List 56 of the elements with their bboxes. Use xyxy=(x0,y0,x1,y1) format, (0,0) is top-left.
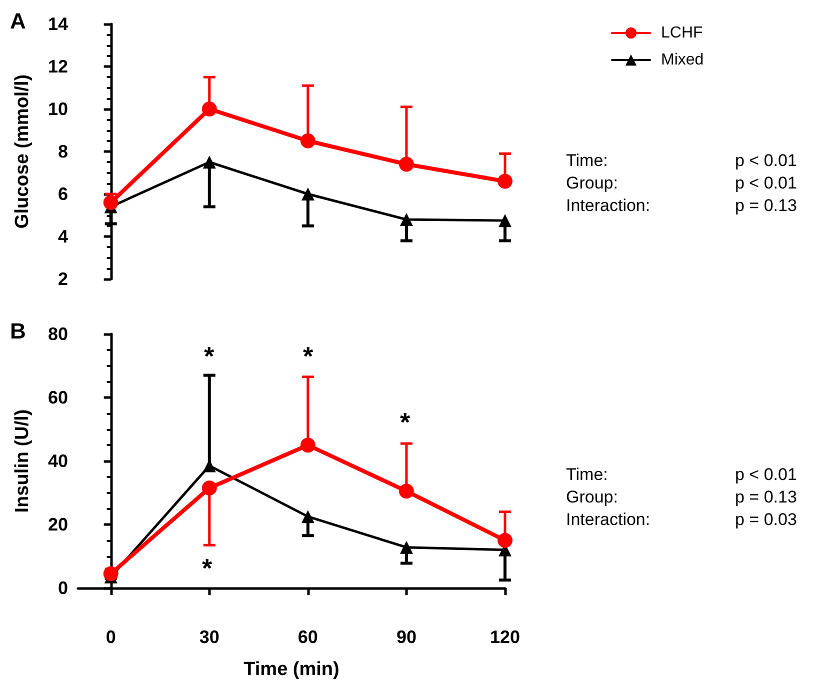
text: p < 0.01 xyxy=(735,151,797,170)
text: Interaction: xyxy=(566,510,650,529)
x-axis-title: Time (min) xyxy=(244,659,340,680)
point xyxy=(202,102,217,116)
text: p < 0.01 xyxy=(735,465,797,484)
y-tick-label: 60 xyxy=(48,388,68,408)
text: p < 0.01 xyxy=(735,174,797,192)
x-tick-label: 120 xyxy=(490,627,520,647)
text: p = 0.13 xyxy=(735,488,797,506)
annotation: * xyxy=(302,341,314,371)
text: Time: xyxy=(566,151,608,170)
y-tick-label: 10 xyxy=(48,99,68,119)
x-tick-label: 60 xyxy=(298,627,318,647)
legend-label: LCHF xyxy=(661,24,704,42)
annotation: * xyxy=(202,553,213,583)
text: p = 0.13 xyxy=(735,196,797,215)
y-tick-label: 6 xyxy=(58,184,68,204)
chart-title: B xyxy=(10,318,26,344)
chart-title: A xyxy=(10,8,26,34)
y-tick-label: 2 xyxy=(58,269,68,289)
point xyxy=(300,438,316,453)
y-tick-label: 4 xyxy=(58,226,68,246)
text: Group: xyxy=(566,488,618,506)
point xyxy=(202,156,216,169)
text: Interaction: xyxy=(566,196,650,215)
y-tick-label: 0 xyxy=(58,578,68,598)
point xyxy=(103,566,118,582)
point xyxy=(398,156,414,172)
legend-label: Mixed xyxy=(661,52,704,68)
point xyxy=(300,133,316,148)
y-tick-label: 40 xyxy=(48,451,68,471)
point xyxy=(400,540,413,554)
y-axis-title: Insulin (U/l) xyxy=(12,409,33,513)
point xyxy=(301,510,314,524)
point xyxy=(400,213,413,226)
text: Group: xyxy=(566,174,618,192)
y-tick-label: 12 xyxy=(48,56,68,76)
y-tick-label: 14 xyxy=(48,14,68,34)
point xyxy=(301,188,314,200)
text: p = 0.03 xyxy=(735,510,797,529)
point xyxy=(498,214,512,228)
annotation: * xyxy=(400,407,411,437)
y-axis-title: Glucose (mmol/l) xyxy=(12,74,33,229)
point xyxy=(498,174,512,189)
x-tick-label: 30 xyxy=(199,627,220,647)
point xyxy=(498,532,512,548)
point xyxy=(398,484,414,499)
x-tick-label: 90 xyxy=(396,627,416,647)
y-tick-label: 80 xyxy=(48,324,68,344)
point xyxy=(202,480,217,496)
y-tick-label: 20 xyxy=(48,514,68,534)
annotation: * xyxy=(204,341,215,371)
y-tick-label: 8 xyxy=(58,142,68,162)
point xyxy=(103,195,118,210)
text: Time: xyxy=(566,465,608,484)
x-tick-label: 0 xyxy=(106,627,116,647)
